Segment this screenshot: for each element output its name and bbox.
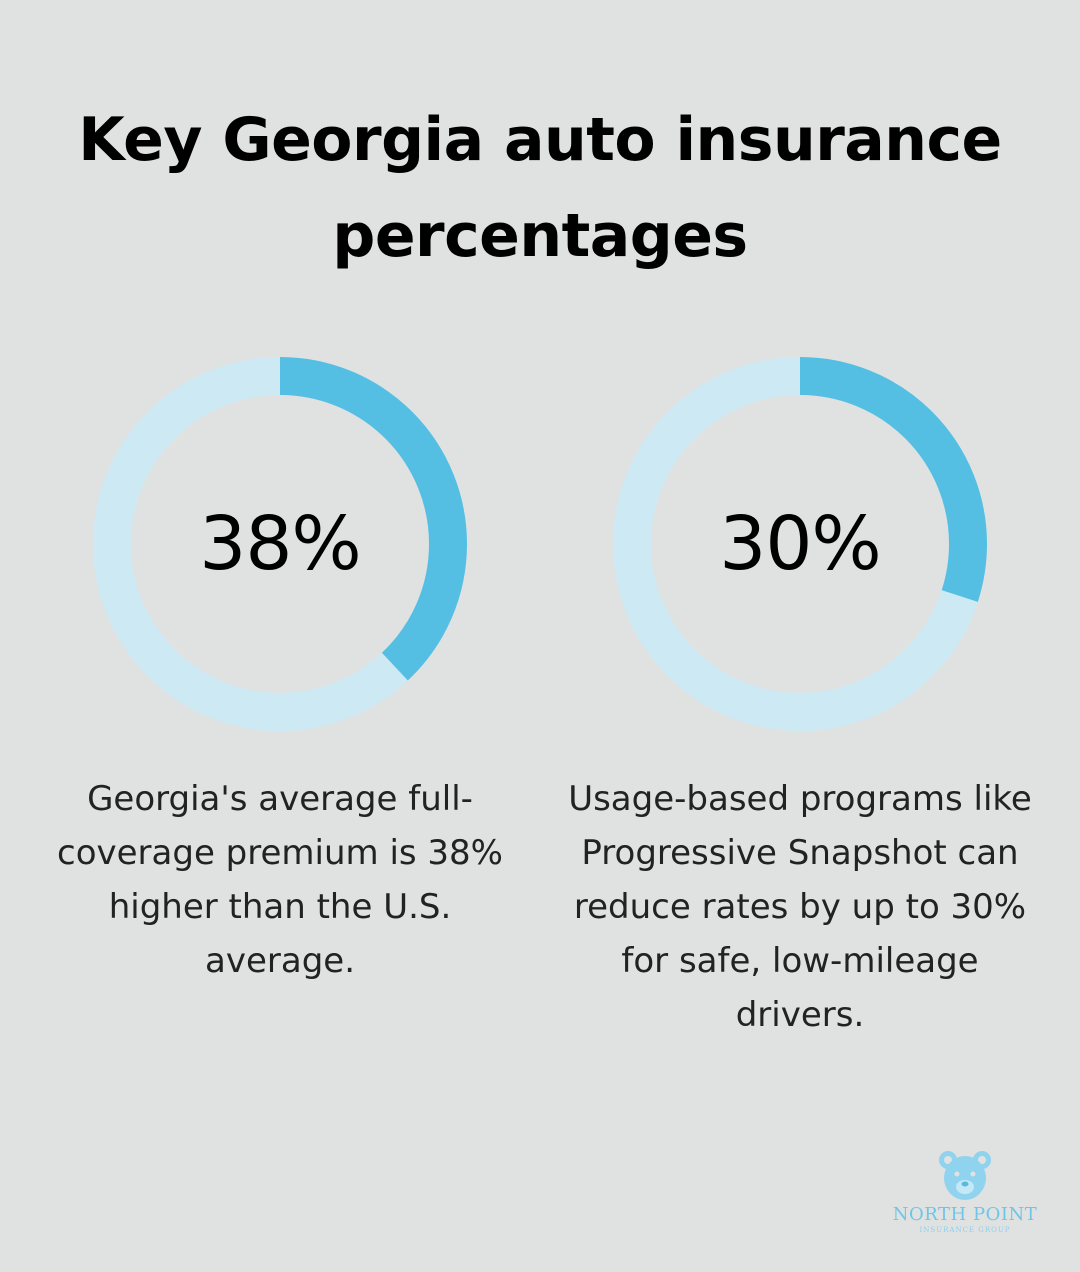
donut-chart-usage-based [613,357,987,731]
page-title: Key Georgia auto insurance percentages [78,105,1002,271]
donut-chart-premium [93,357,467,731]
logo-name: NORTH POINT [892,1204,1038,1225]
bear-icon [939,1151,991,1200]
donut-fill [613,357,987,731]
stat-caption: Georgia's average full-coverage premium … [57,779,503,981]
stat-caption: Usage-based programs like Progressive Sn… [568,779,1032,1035]
donut-fill [93,357,467,731]
logo-subtitle: INSURANCE GROUP [919,1226,1011,1234]
donut-value-label: 38% [199,501,361,587]
donut-value-label: 30% [719,501,881,587]
brand-logo: NORTH POINT INSURANCE GROUP [880,1148,1050,1248]
